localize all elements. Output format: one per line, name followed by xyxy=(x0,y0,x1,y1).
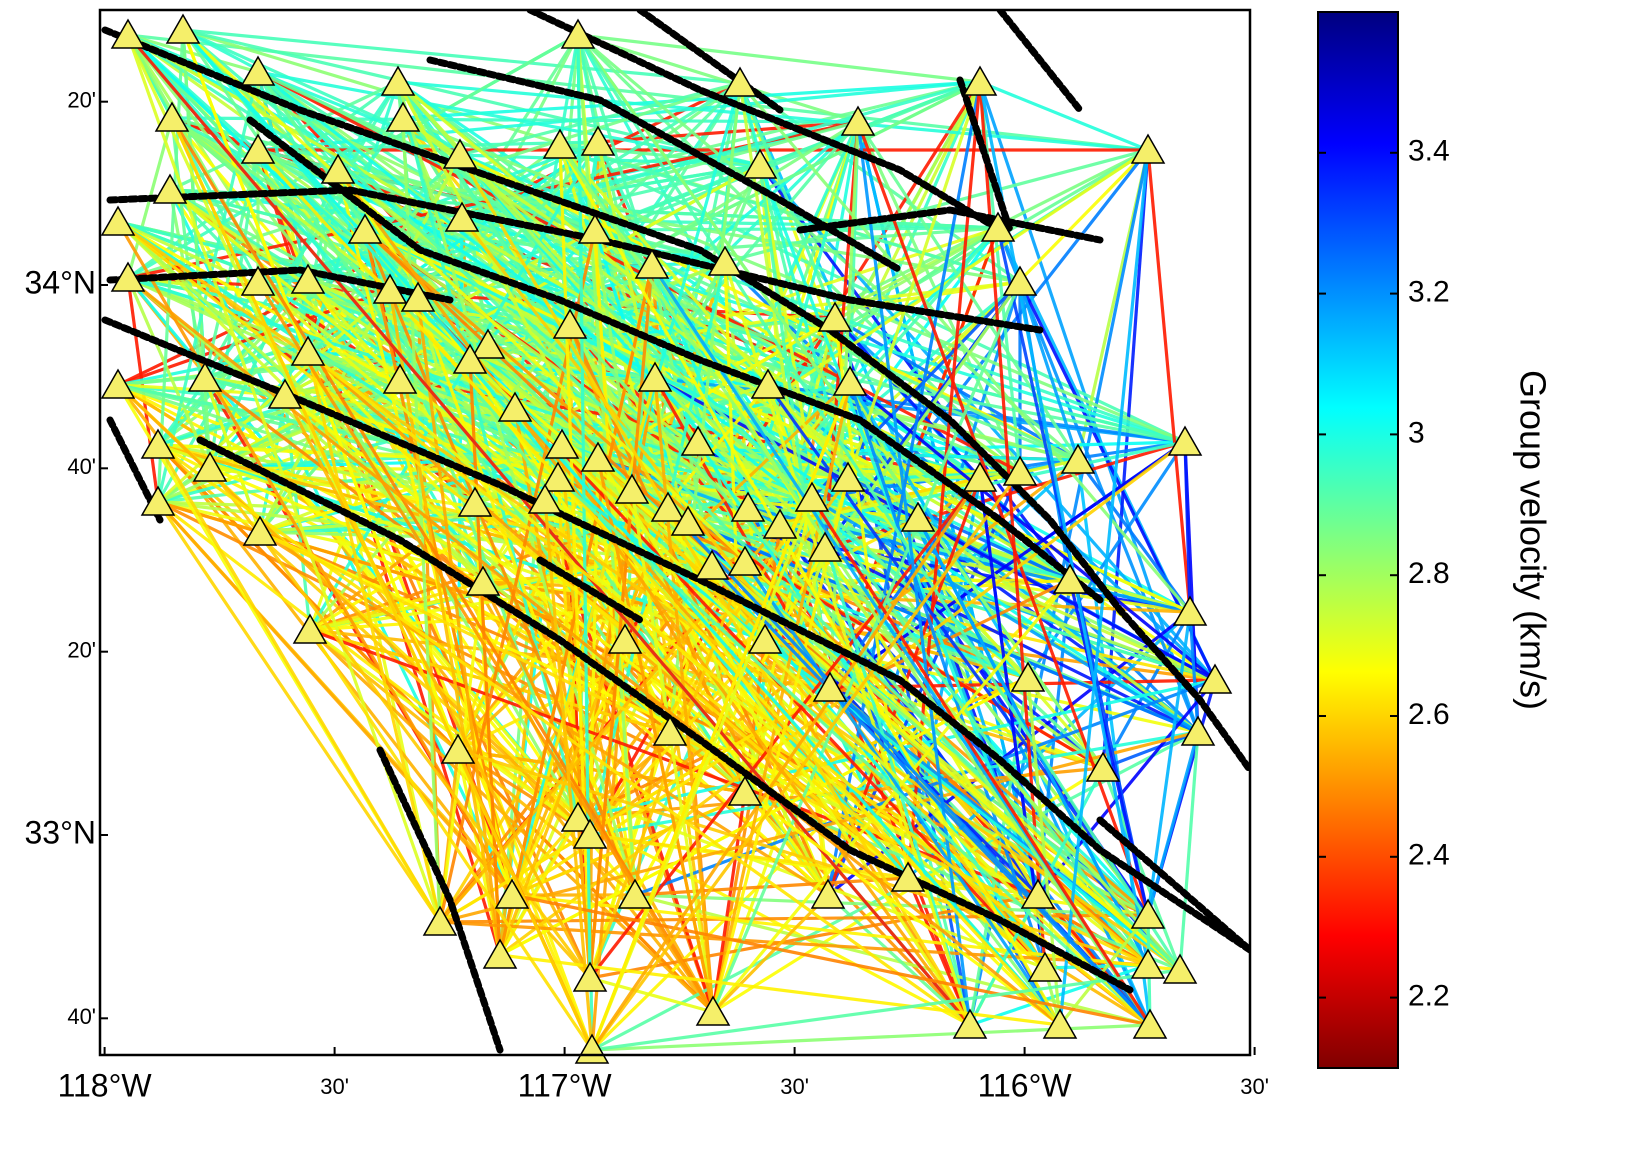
colorbar-tick-label: 3.2 xyxy=(1408,276,1450,309)
colorbar-label: Group velocity (km/s) xyxy=(1512,370,1553,710)
colorbar-tick-label: 2.8 xyxy=(1408,557,1450,590)
station xyxy=(167,15,199,43)
ray-paths xyxy=(118,30,1215,1050)
colorbar-tick-label: 2.4 xyxy=(1408,839,1450,872)
colorbar-tick-label: 3 xyxy=(1408,416,1425,449)
colorbar-tick-label: 3.4 xyxy=(1408,135,1450,168)
y-tick-label: 33°N xyxy=(25,814,97,850)
colorbar-tick-label: 2.6 xyxy=(1408,698,1450,731)
y-tick-label: 20' xyxy=(67,87,96,112)
station xyxy=(382,67,414,95)
ray-path xyxy=(595,228,998,230)
x-tick-label: 30' xyxy=(1240,1074,1269,1099)
colorbar xyxy=(1318,12,1398,1068)
y-tick-label: 40' xyxy=(67,1004,96,1029)
colorbar-tick-label: 2.2 xyxy=(1408,980,1450,1013)
x-tick-label: 30' xyxy=(780,1074,809,1099)
ray-path xyxy=(1103,732,1198,768)
station xyxy=(484,940,516,968)
y-tick-label: 20' xyxy=(67,637,96,662)
ray-path xyxy=(1148,150,1190,612)
map-figure: 118°W 30' 117°W 30' 116°W 30' 20' 34°N 40' 20' 33°… xyxy=(0,0,1640,1163)
x-tick-label: 116°W xyxy=(978,1067,1073,1103)
x-tick-label: 118°W xyxy=(58,1067,153,1103)
y-tick-label: 34°N xyxy=(25,264,97,300)
station xyxy=(242,57,274,85)
x-tick-label: 117°W xyxy=(518,1067,613,1103)
x-tick-label: 30' xyxy=(320,1074,349,1099)
station xyxy=(102,207,134,235)
y-tick-label: 40' xyxy=(67,454,96,479)
